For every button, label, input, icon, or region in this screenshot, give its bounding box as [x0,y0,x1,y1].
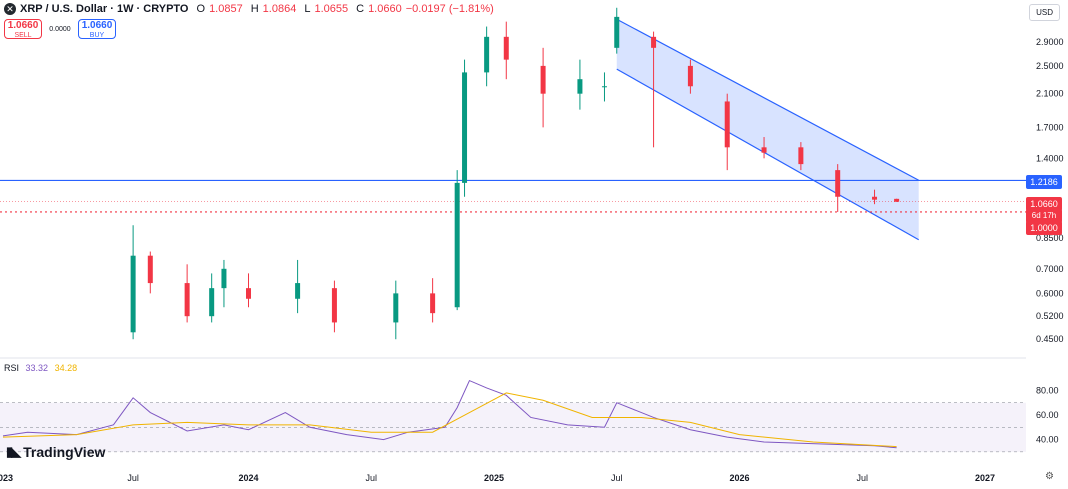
y-tick-label: 1.4000 [1036,153,1064,163]
candle-body [614,16,620,48]
buy-price: 1.0660 [81,20,113,31]
candle-body [147,255,153,284]
x-tick-label: 2024 [238,473,258,483]
candle-body [894,198,900,202]
rsi-value: 33.32 [25,363,49,373]
candle-body [393,293,399,323]
x-tick-label: Jul [856,473,868,483]
rsi-legend[interactable]: RSI 33.32 34.28 [4,363,77,373]
channel-fill [616,19,919,240]
candle-body [503,36,509,60]
rsi-axis-label: 60.00 [1036,410,1059,420]
candle-body [454,182,460,308]
rsi-line [2,379,897,449]
y-tick-label: 2.5000 [1036,61,1064,71]
level-price-badge: 1.0000 [1026,221,1062,235]
tradingview-mark-icon: ▮◣ [6,444,21,459]
x-tick-label: Jul [611,473,623,483]
rsi-axis-label: 40.00 [1036,435,1059,445]
tradingview-logo[interactable]: ▮◣ TradingView [6,444,105,460]
last-price-badge: 1.0660 [1026,197,1062,211]
high-label: H [250,3,259,15]
candle-body [246,288,251,299]
close-label: C [356,3,365,15]
x-tick-label: Jul [365,473,377,483]
channel-lower-line [616,68,920,241]
rsi-ma-line [2,392,897,448]
candle-body [577,79,583,94]
low-value: 1.0655 [314,3,349,15]
open-value: 1.0857 [209,3,243,15]
candle-body [430,293,436,314]
settings-gear-icon[interactable]: ⚙ [1045,471,1054,482]
sell-button[interactable]: 1.0660 SELL [4,19,42,39]
rsi-label: RSI [4,363,20,373]
buy-button[interactable]: 1.0660 BUY [78,19,116,39]
candle-body [798,147,804,165]
candle-body [184,283,190,317]
candle-body [872,196,878,200]
x-tick-label: Jul [127,473,139,483]
open-label: O [196,3,206,15]
candle-body [331,288,337,323]
xrp-logo-icon: ✕ [4,3,16,15]
sell-price: 1.0660 [7,20,39,31]
spread-value: 0.0000 [49,25,71,33]
candle-body [540,65,546,94]
sell-label: SELL [14,32,32,39]
candle-body [835,170,841,197]
countdown-badge: 6d 17h [1026,209,1062,223]
high-value: 1.0864 [262,3,297,15]
y-tick-label: 0.4500 [1036,334,1064,344]
trade-panel: 1.0660 SELL 0.0000 1.0660 BUY [4,19,116,39]
candle-body [209,288,215,317]
buy-label: BUY [89,32,105,39]
channel-upper-line [616,18,919,181]
candle-body [462,72,468,183]
x-tick-label: 2027 [975,473,995,483]
line-price-badge: 1.2186 [1026,175,1062,189]
y-tick-label: 2.1000 [1036,89,1064,99]
y-tick-label: 0.8500 [1036,233,1064,243]
x-tick-label: 2023 [0,473,13,483]
y-tick-label: 2.9000 [1036,37,1064,47]
currency-selector[interactable]: USD [1029,4,1060,21]
x-tick-label: 2025 [484,473,504,483]
candle-body [130,255,136,333]
low-label: L [304,3,311,15]
y-tick-label: 0.5200 [1036,311,1064,321]
candle-body [295,283,301,299]
chart-header: ✕ XRP / U.S. Dollar · 1W · CRYPTO O 1.085… [4,3,494,15]
candle-body [761,147,767,153]
candle-body [651,36,657,48]
candle-body [601,86,607,88]
change-value: −0.0197 (−1.81%) [405,3,494,15]
y-tick-label: 0.7000 [1036,264,1064,274]
y-tick-label: 0.6000 [1036,288,1064,298]
candle-body [687,65,693,87]
rsi-axis-label: 80.00 [1036,385,1059,395]
candle-body [221,268,227,289]
rsi-ma-value: 34.28 [54,363,78,373]
y-tick-label: 1.7000 [1036,122,1064,132]
symbol-title[interactable]: XRP / U.S. Dollar · 1W · CRYPTO [20,3,189,15]
x-tick-label: 2026 [729,473,749,483]
brand-name: TradingView [23,444,106,460]
close-value: 1.0660 [368,3,402,15]
candle-body [484,36,490,73]
candle-body [724,101,730,148]
